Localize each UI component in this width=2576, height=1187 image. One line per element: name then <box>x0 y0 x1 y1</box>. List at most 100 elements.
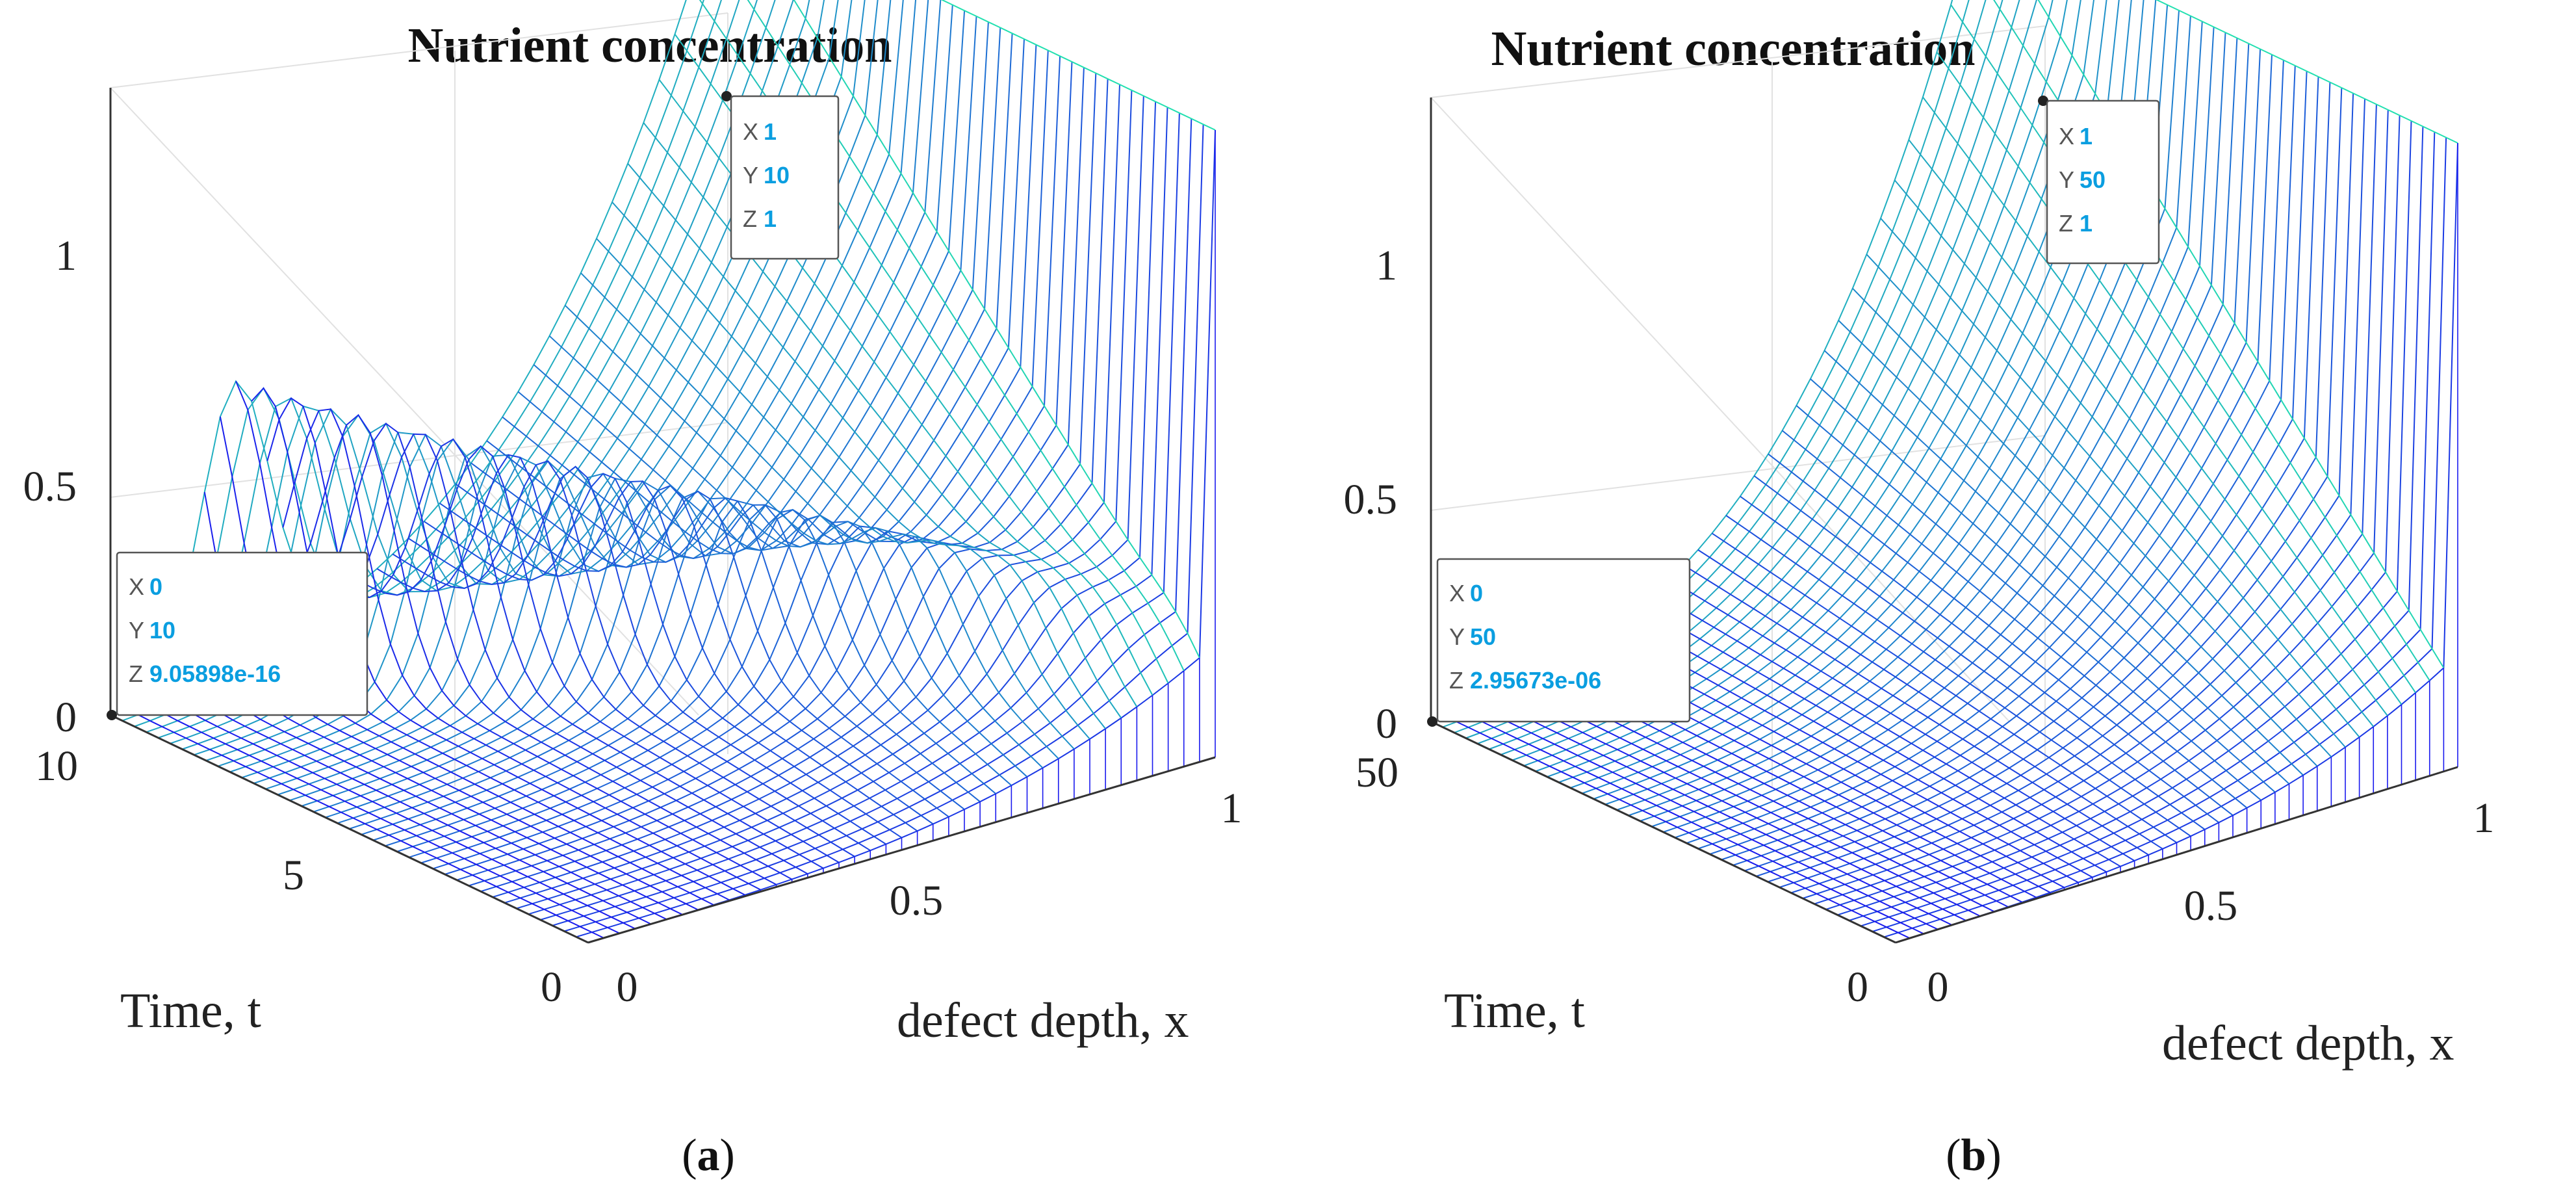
datatip-value: 9.05898e-16 <box>149 660 281 687</box>
datatip-key: Y <box>743 162 758 189</box>
datatip-value: 0 <box>149 573 162 600</box>
t-tick-label: 50 <box>1356 749 1398 796</box>
datatip-key: Y <box>2059 166 2074 193</box>
mesh-line-x <box>1473 704 1938 930</box>
mesh-line-t <box>528 101 1157 915</box>
mesh-line-x <box>1768 453 2234 816</box>
mesh-line-x <box>125 707 604 939</box>
datatip-top[interactable]: X 1 Y 50 Z 1 <box>2038 96 2160 265</box>
mesh-line-x <box>2156 0 2458 144</box>
x-axis-label: defect depth, x <box>897 993 1189 1048</box>
mesh-line-x <box>612 202 1090 740</box>
mesh-line-x <box>1627 616 2093 878</box>
mesh-line-x <box>392 460 871 852</box>
t-axis-label: Time, t <box>1444 984 1585 1038</box>
t-axis-label: Time, t <box>120 984 261 1038</box>
t-axis <box>1430 720 1896 944</box>
grid-lines <box>110 12 728 787</box>
mesh-line-x <box>564 305 1044 769</box>
mesh-line-x <box>1993 0 2430 681</box>
mesh-line-x <box>793 0 1200 659</box>
mesh-line-x <box>1781 430 2248 809</box>
datatip-bottom[interactable]: X 0 Y 50 Z 2.95673e-06 <box>1427 558 1691 727</box>
mesh-line-x <box>1725 515 2191 837</box>
mesh-line-x <box>407 465 886 845</box>
datatip-key: X <box>1449 580 1465 607</box>
datatip-key: Z <box>1449 667 1463 694</box>
x-tick-label: 0 <box>617 963 638 1011</box>
panel-caption: (b) <box>1946 1130 2002 1180</box>
mesh-line-t <box>552 112 1180 926</box>
mesh-line-x <box>1880 218 2346 748</box>
x-axis <box>587 756 1216 944</box>
x-tick-label: 1 <box>2473 794 2495 842</box>
mesh-line-x <box>157 676 636 930</box>
mesh-line-x <box>940 0 1216 131</box>
datatip-value: 0 <box>1470 580 1483 607</box>
mesh-line-x <box>298 414 777 885</box>
mesh-line-t <box>564 118 1192 932</box>
mesh-line-x <box>188 574 667 920</box>
datatip-box <box>1436 558 1691 723</box>
mesh-line-x <box>1796 405 2261 801</box>
z-tick-label: 0 <box>1376 700 1397 748</box>
t-tick-label: 10 <box>35 742 78 790</box>
mesh-line-x <box>627 163 1106 729</box>
mesh-line-t <box>540 107 1168 920</box>
mesh-line-x <box>1641 605 2107 873</box>
mesh-line-x <box>1683 564 2149 855</box>
chart-panel-a: Nutrient concentration 1 0.5 0 10 5 0 0 … <box>23 0 1243 1180</box>
datatip-key: Y <box>129 617 144 644</box>
mesh-line-x <box>439 480 918 832</box>
grid-line <box>1430 25 2046 98</box>
grid-line <box>1430 97 2010 722</box>
datatip-value: 2.95673e-06 <box>1470 667 1601 694</box>
t-axis <box>110 714 589 944</box>
mesh-line-x <box>1810 378 2276 793</box>
mesh-line-x <box>1697 549 2163 850</box>
mesh-line-x <box>1922 96 2388 716</box>
mesh-line-x <box>1950 4 2416 694</box>
chart-panel-b: Nutrient concentration 1 0.5 0 50 0 0 0.… <box>1288 0 2576 1187</box>
mesh-line-x <box>1740 495 2206 830</box>
datatip-marker <box>107 710 117 720</box>
datatip-box <box>2046 99 2160 265</box>
mesh-line-x <box>596 238 1075 750</box>
mesh-line-t <box>325 5 953 818</box>
grid-lines <box>1430 25 2046 787</box>
surface-plot-a: Nutrient concentration 1 0.5 0 10 5 0 0 … <box>23 0 1243 1180</box>
datatip-key: Z <box>743 205 757 232</box>
mesh-line-x <box>470 462 949 818</box>
datatip-bottom[interactable]: X 0 Y 10 Z 9.05898e-16 <box>107 551 368 720</box>
mesh-line-x <box>1908 139 2375 727</box>
mesh-line-x <box>282 408 761 891</box>
mesh-line-x <box>455 483 934 825</box>
mesh-line-x <box>203 491 683 915</box>
mesh-line-x <box>1852 287 2318 767</box>
datatip-box <box>116 551 368 716</box>
mesh-line-x <box>1669 579 2135 861</box>
grid-line <box>110 12 728 88</box>
x-tick-label: 0.5 <box>890 877 944 924</box>
z-tick-label: 1 <box>55 232 77 280</box>
grid-line <box>110 422 728 498</box>
datatip-key: X <box>2059 123 2074 150</box>
mesh-line-x <box>313 423 793 880</box>
datatip-marker <box>2038 96 2048 106</box>
mesh-line-x <box>502 416 981 803</box>
mesh-line-t <box>349 16 977 829</box>
t-tick-label: 5 <box>283 852 304 899</box>
grid-line <box>110 87 699 716</box>
datatip-marker <box>1427 716 1437 727</box>
mesh-line-x <box>1823 350 2290 785</box>
mesh-line-x <box>517 391 996 794</box>
mesh-line-x <box>1936 51 2402 705</box>
datatip-value: 10 <box>149 617 175 644</box>
mesh-line-x <box>1458 710 1924 935</box>
datatip-top[interactable]: X 1 Y 10 Z 1 <box>721 91 840 260</box>
mesh-line-x <box>1711 532 2178 844</box>
mesh-line-x <box>747 0 1185 672</box>
z-tick-label: 0 <box>55 694 77 741</box>
mesh-line-x <box>1838 320 2304 776</box>
datatip-key: Y <box>1449 623 1465 650</box>
